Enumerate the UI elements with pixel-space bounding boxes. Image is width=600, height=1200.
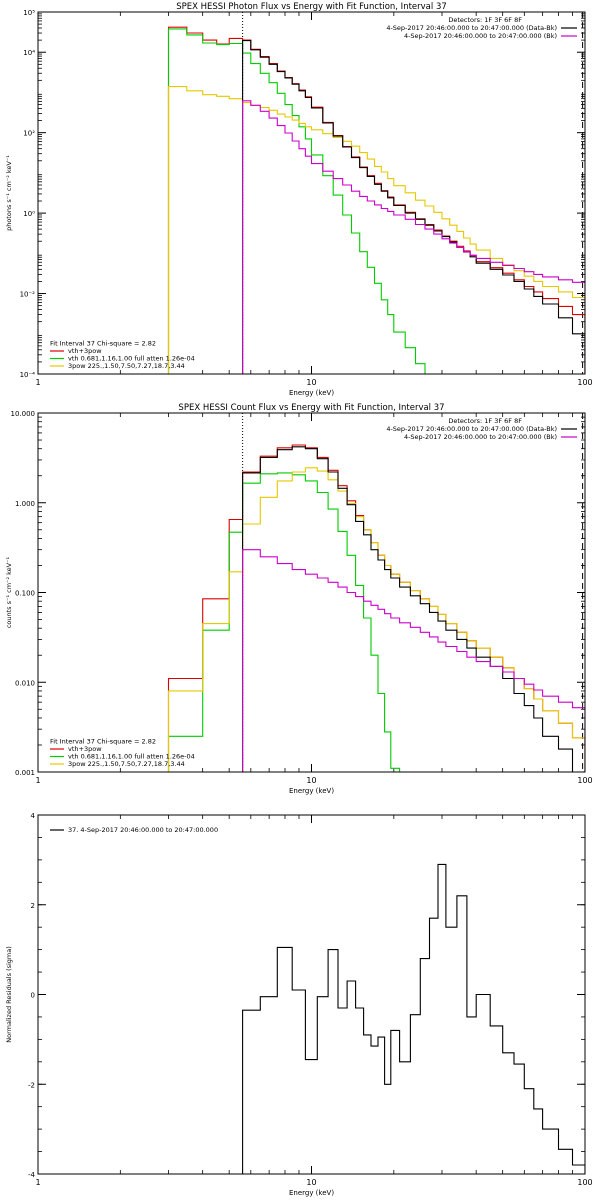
chart-title: SPEX HESSI Photon Flux vs Energy with Fi… (176, 2, 447, 12)
x-axis-label: Energy (keV) (289, 787, 334, 795)
y-tick-label: 10⁻⁴ (20, 371, 36, 379)
y-tick-label: 10.000 (11, 410, 36, 418)
legend-entry: vth 0.681,1.16,1.00 full atten 1.26e-04 (68, 355, 195, 363)
y-tick-label: 0.010 (15, 679, 35, 687)
x-tick-label: 1 (35, 378, 40, 387)
legend-entry: Fit Interval 37 Chi-square = 2.82 (50, 738, 156, 746)
x-tick-label: 10 (306, 378, 316, 387)
y-axis-label: counts s⁻¹ cm⁻² keV⁻¹ (5, 556, 13, 628)
series-line-1 (167, 26, 585, 374)
x-tick-label: 10 (306, 1178, 316, 1187)
legend-entry: 4-Sep-2017 20:46:00.000 to 20:47:00.000 … (386, 425, 557, 433)
x-axis-label: Energy (keV) (289, 1189, 334, 1197)
x-tick-label: 1 (35, 1178, 40, 1187)
series-line-3 (167, 86, 585, 374)
legend-entry: 3pow 225.,1.50,7.50,7.27,18.7,3.44 (68, 760, 185, 768)
series-line-5 (242, 100, 585, 374)
chart-title: SPEX HESSI Count Flux vs Energy with Fit… (178, 403, 444, 413)
plot-frame (37, 11, 586, 375)
chart-panel-2: 1 10 100 0.001 0.010 0.100 1.000 10.000 SPEX HES… (5, 403, 593, 795)
y-tick-label: 0.001 (15, 769, 35, 777)
y-tick-label: 0.100 (15, 590, 35, 598)
legend-entry: vth 0.681,1.16,1.00 full atten 1.26e-04 (68, 753, 195, 761)
legend-entry: vth+3pow (68, 347, 102, 355)
y-tick-label: 1.000 (15, 500, 35, 508)
y-tick-label: 10⁰ (23, 210, 35, 218)
series-line-2 (167, 472, 421, 772)
y-tick-label: -2 (28, 1081, 35, 1089)
x-tick-label: 10 (306, 776, 316, 785)
legend-entry: 4-Sep-2017 20:46:00.000 to 20:47:00.000 … (404, 32, 557, 40)
series-line-4 (242, 40, 585, 374)
y-axis-label: photons s⁻¹ cm⁻² keV⁻¹ (5, 155, 13, 231)
y-tick-label: 2 (31, 902, 35, 910)
legend-entry: 37. 4-Sep-2017 20:46:00.000 to 20:47:00.… (68, 826, 218, 834)
y-tick-label: 10² (23, 130, 35, 138)
y-tick-label: 10⁴ (23, 49, 35, 57)
series-line-5 (242, 549, 585, 772)
legend-entry: Fit Interval 37 Chi-square = 2.82 (50, 340, 156, 348)
legend-title: Detectors: 1F 3F 6F 8F (448, 16, 522, 24)
y-axis-label: Normalized Residuals (sigma) (5, 946, 13, 1043)
series-line-1 (242, 863, 585, 1174)
y-tick-label: 0 (31, 992, 35, 1000)
x-tick-label: 100 (577, 1178, 592, 1187)
series-line-2 (167, 28, 442, 374)
chart-panel-1: 1 10 100 10⁻⁴ 10⁻² 10⁰ 10² 10⁴ 10⁵ SPEX HESSI Pho… (5, 2, 593, 397)
y-tick-label: 10⁵ (23, 9, 35, 17)
legend-entry: 3pow 225.,1.50,7.50,7.27,18.7,3.44 (68, 362, 185, 370)
y-tick-label: 10⁻² (20, 291, 36, 299)
legend-entry: 4-Sep-2017 20:46:00.000 to 20:47:00.000 … (386, 24, 557, 32)
x-tick-label: 100 (577, 378, 592, 387)
legend-entry: 4-Sep-2017 20:46:00.000 to 20:47:00.000 … (404, 433, 557, 441)
chart-panel-3: 1 10 100 -4 -2 0 2 4 Energy (keV) Normalized Resi… (5, 812, 593, 1197)
legend-entry: vth+3pow (68, 745, 102, 753)
plot-frame (37, 814, 586, 1175)
series-line-4 (242, 446, 585, 772)
x-tick-label: 100 (577, 776, 592, 785)
y-tick-label: 4 (31, 812, 36, 820)
series-line-1 (167, 444, 585, 772)
y-tick-label: -4 (28, 1171, 36, 1179)
plot-frame (37, 412, 586, 773)
legend-title: Detectors: 1F 3F 6F 8F (448, 417, 522, 425)
x-axis-label: Energy (keV) (289, 389, 334, 397)
series-line-3 (167, 467, 585, 772)
x-tick-label: 1 (35, 776, 40, 785)
